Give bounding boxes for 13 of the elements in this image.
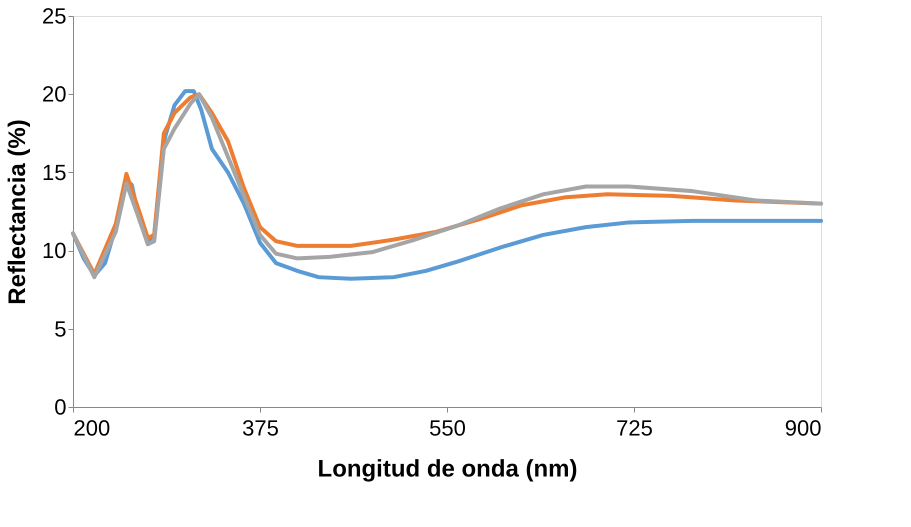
x-tick-label: 200 <box>74 416 110 440</box>
y-tick-label: 0 <box>54 394 66 420</box>
x-tick-label: 550 <box>429 416 466 440</box>
y-tick-label: 10 <box>42 238 66 264</box>
x-tick-label: 375 <box>242 416 279 440</box>
x-tick-label: 900 <box>784 416 822 440</box>
x-axis-title: Longitud de onda (nm) <box>318 456 578 482</box>
y-tick-label: 20 <box>42 82 66 107</box>
x-tick-label: 725 <box>616 416 653 440</box>
y-tick-label: 25 <box>42 4 66 28</box>
y-tick-label: 5 <box>54 316 66 342</box>
y-tick-label: 15 <box>42 160 66 185</box>
y-axis-title: Reflectancia (%) <box>4 119 32 305</box>
